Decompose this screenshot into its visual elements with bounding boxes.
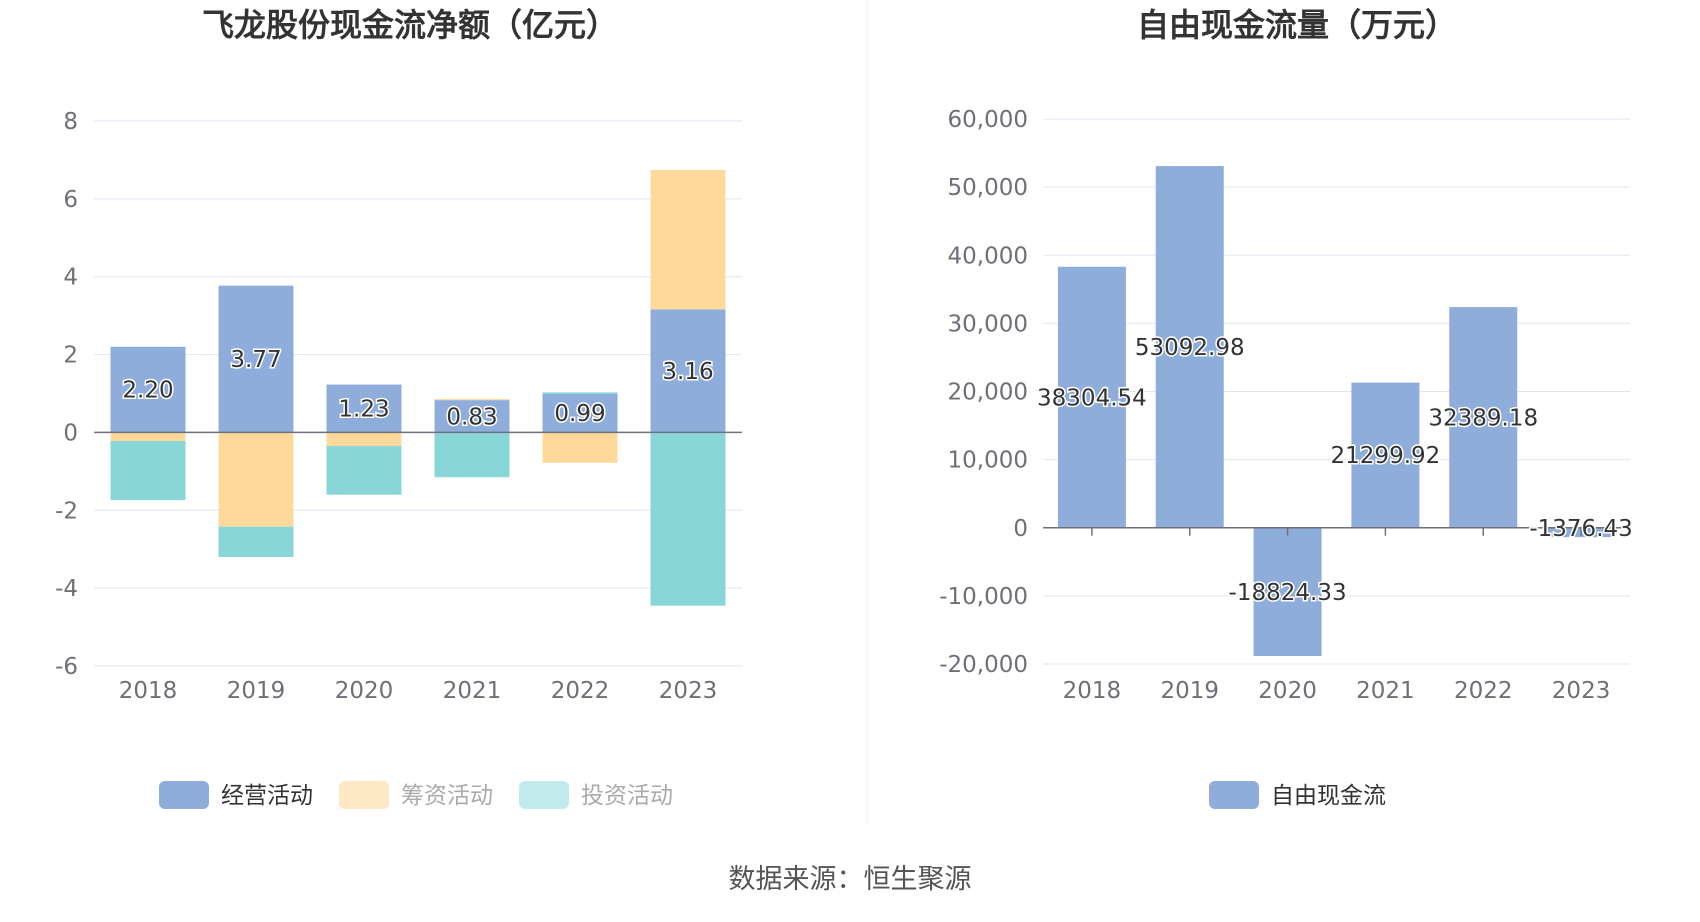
y-tick-label: 8	[63, 109, 78, 135]
bar-2023-2	[650, 170, 726, 310]
bar-2018-1	[1057, 266, 1126, 528]
y-tick-label: 50,000	[948, 175, 1028, 201]
y-tick-label: 0	[1013, 516, 1028, 542]
data-label-2022: 32389.18	[1428, 405, 1538, 431]
x-tick-label: 2023	[1552, 678, 1611, 704]
legend-label: 筹资活动	[401, 783, 493, 809]
bar-2022-1	[1449, 307, 1518, 528]
chart-title-left: 飞龙股份现金流净额（亿元）	[202, 6, 618, 44]
y-tick-label: -20,000	[939, 652, 1028, 678]
free-cash-flow-bar-chart: 60,000 50,000 40,000 30,000 20,000 10,000 0 -10…	[939, 107, 1634, 809]
data-label-2018: 2.20	[122, 378, 173, 404]
x-tick-label: 2021	[1356, 678, 1415, 704]
data-label-2020: 1.23	[338, 396, 389, 422]
data-label-2022: 0.99	[554, 401, 605, 427]
bar-2021-1	[434, 400, 510, 433]
x-tick-label: 2020	[1258, 678, 1317, 704]
y-tick-label: 10,000	[948, 448, 1028, 474]
data-label-2021: 21299.92	[1331, 443, 1441, 469]
y-tick-label: 40,000	[948, 243, 1028, 269]
bar-2019-3	[218, 526, 294, 557]
y-tick-label: -4	[55, 576, 78, 602]
y-tick-label: 20,000	[948, 380, 1028, 406]
bar-2018-3	[110, 440, 186, 501]
bar-2018-2	[110, 432, 186, 441]
bar-2022-3	[542, 392, 618, 394]
legend-swatch	[519, 781, 569, 809]
data-label-2018: 38304.54	[1037, 385, 1147, 411]
x-tick-label: 2022	[551, 678, 610, 704]
x-tick-label: 2018	[119, 678, 178, 704]
cash-flow-stacked-bar-chart: 8 6 4 2 0 -2 -4 -6 2.20 3.77 1.23 0.83 0.99 3.16 2018 2…	[55, 109, 742, 809]
x-tick-label: 2018	[1063, 678, 1122, 704]
bar-2019-1	[1155, 166, 1224, 528]
y-tick-label: 2	[63, 343, 78, 369]
legend-swatch	[1209, 781, 1259, 809]
data-label-2020: -18824.33	[1229, 580, 1347, 606]
bar-2023-3	[650, 432, 726, 606]
bar-2022-1	[542, 393, 618, 433]
legend-swatch	[339, 781, 389, 809]
y-tick-label: -6	[55, 654, 78, 680]
y-tick-label: 30,000	[948, 311, 1028, 337]
y-tick-label: -10,000	[939, 584, 1028, 610]
x-tick-label: 2022	[1454, 678, 1513, 704]
y-tick-label: -2	[55, 498, 78, 524]
legend-label: 经营活动	[221, 783, 313, 809]
data-label-2019: 3.77	[230, 347, 281, 373]
data-source-note: 数据来源：恒生聚源	[728, 864, 972, 895]
y-tick-label: 60,000	[948, 107, 1028, 133]
x-tick-label: 2019	[1160, 678, 1219, 704]
y-tick-label: 0	[63, 420, 78, 446]
bar-2018-1	[110, 346, 186, 433]
data-label-2019: 53092.98	[1135, 335, 1245, 361]
bar-2023-1	[650, 309, 726, 433]
y-tick-label: 4	[63, 265, 78, 291]
chart-title-right: 自由现金流量（万元）	[1137, 6, 1457, 44]
data-label-2021: 0.83	[446, 404, 497, 430]
x-tick-label: 2023	[659, 678, 718, 704]
bar-2019-1	[218, 285, 294, 433]
bar-2021-1	[1351, 382, 1420, 528]
bar-2021-3	[434, 432, 510, 478]
x-tick-label: 2019	[227, 678, 286, 704]
bar-2021-2	[434, 398, 510, 401]
bar-2020-1	[326, 384, 402, 433]
legend-label: 投资活动	[581, 783, 673, 809]
y-tick-label: 6	[63, 187, 78, 213]
bar-2020-1	[1253, 527, 1322, 656]
legend-label: 自由现金流	[1271, 783, 1386, 809]
x-tick-label: 2021	[443, 678, 502, 704]
data-label-2023: 3.16	[662, 359, 713, 385]
bar-2020-3	[326, 446, 402, 495]
bar-2022-2	[542, 432, 618, 463]
bar-2020-2	[326, 432, 402, 447]
bar-2019-2	[218, 432, 294, 527]
x-tick-label: 2020	[335, 678, 394, 704]
data-label-2023: -1376.43	[1529, 516, 1632, 542]
legend-swatch	[159, 781, 209, 809]
